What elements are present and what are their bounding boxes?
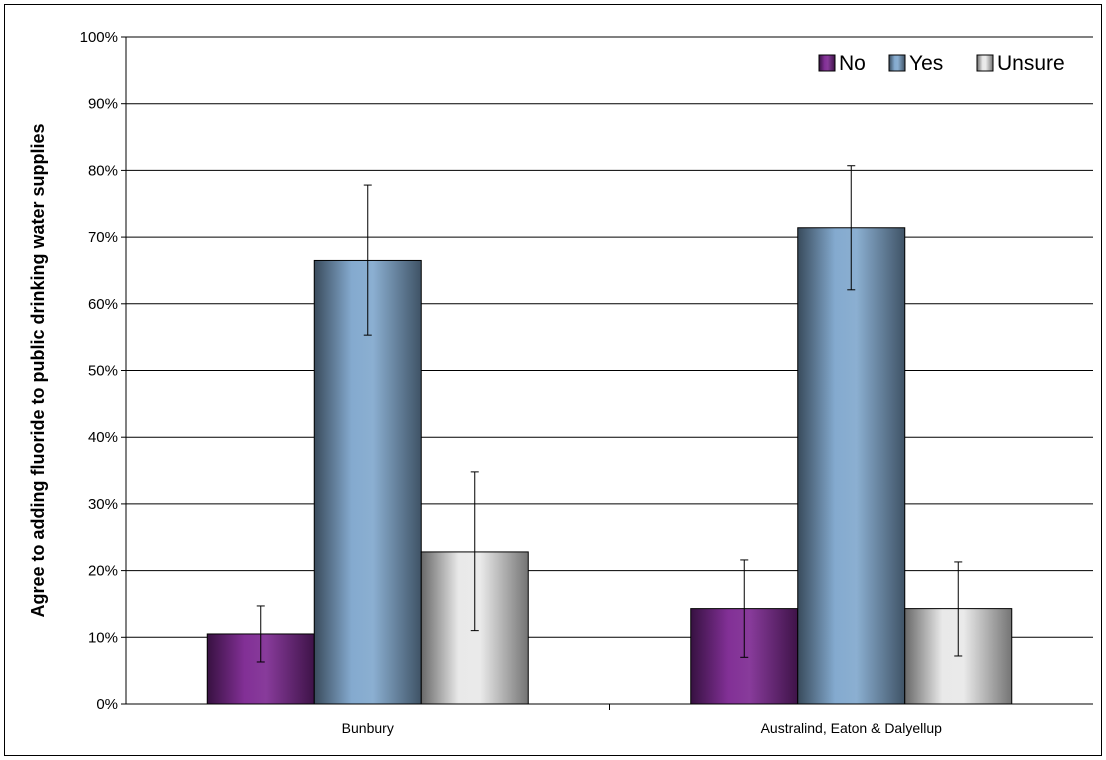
y-tick-label: 50% (88, 363, 118, 380)
y-tick-label: 60% (88, 296, 118, 313)
error-bars (256, 165, 963, 663)
y-tick-label: 0% (96, 696, 118, 713)
y-tick-label: 10% (88, 629, 118, 646)
y-tick-label: 30% (88, 496, 118, 513)
bars (206, 227, 1013, 705)
legend-swatch-no (818, 54, 836, 72)
legend: No Yes Unsure (818, 52, 1065, 75)
x-category-label: Bunbury (342, 720, 394, 736)
legend-swatch-unsure (976, 54, 994, 72)
legend-swatch-yes (888, 54, 906, 72)
y-tick-label: 100% (80, 29, 118, 46)
gridlines (121, 36, 1093, 705)
y-tick-label: 80% (88, 162, 118, 179)
y-tick-label: 90% (88, 96, 118, 113)
y-axis-label: Agree to adding fluoride to public drink… (28, 123, 48, 617)
legend-label-unsure: Unsure (997, 52, 1065, 75)
y-tick-labels: 0% 10% 20% 30% 40% 50% 60% 70% 80% 90% 100% (80, 29, 118, 713)
y-tick-label: 20% (88, 563, 118, 580)
x-category-labels: Bunbury Australind, Eaton & Dalyellup (342, 720, 942, 736)
axes (125, 37, 1093, 710)
y-tick-label: 40% (88, 429, 118, 446)
legend-label-yes: Yes (909, 52, 943, 75)
legend-label-no: No (839, 52, 866, 75)
x-category-label: Australind, Eaton & Dalyellup (761, 720, 943, 736)
bar-yes-1 (797, 227, 906, 705)
y-tick-label: 70% (88, 229, 118, 246)
